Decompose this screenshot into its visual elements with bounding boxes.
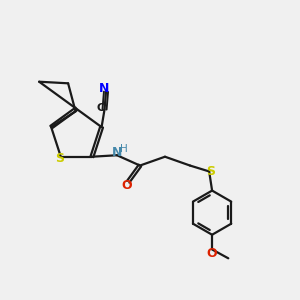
- Text: C: C: [97, 103, 105, 113]
- Text: H: H: [120, 144, 127, 154]
- Text: S: S: [206, 165, 215, 178]
- Text: O: O: [207, 247, 218, 260]
- Text: N: N: [112, 146, 122, 159]
- Text: O: O: [122, 179, 132, 192]
- Text: N: N: [99, 82, 110, 95]
- Text: S: S: [55, 152, 64, 165]
